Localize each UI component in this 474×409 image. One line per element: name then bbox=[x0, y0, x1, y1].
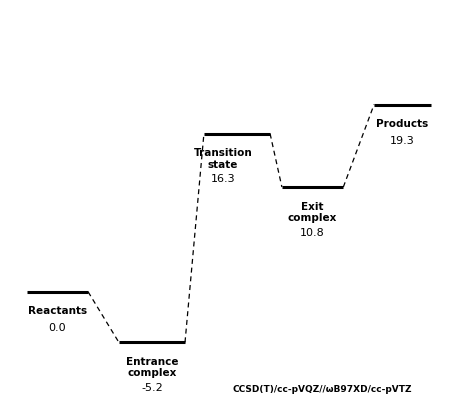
Text: Entrance
complex: Entrance complex bbox=[126, 357, 178, 378]
Text: -5.2: -5.2 bbox=[141, 383, 163, 393]
Text: 0.0: 0.0 bbox=[49, 323, 66, 333]
Text: Reactants: Reactants bbox=[28, 306, 87, 317]
Text: Transition
state: Transition state bbox=[193, 148, 252, 170]
Text: 10.8: 10.8 bbox=[300, 228, 325, 238]
Text: 19.3: 19.3 bbox=[390, 136, 415, 146]
Text: CCSD(T)/cc-pVQZ//ωB97XD/cc-pVTZ: CCSD(T)/cc-pVQZ//ωB97XD/cc-pVTZ bbox=[232, 385, 412, 394]
Text: Exit
complex: Exit complex bbox=[288, 202, 337, 223]
Text: Products: Products bbox=[376, 119, 428, 129]
Text: 16.3: 16.3 bbox=[210, 174, 235, 184]
